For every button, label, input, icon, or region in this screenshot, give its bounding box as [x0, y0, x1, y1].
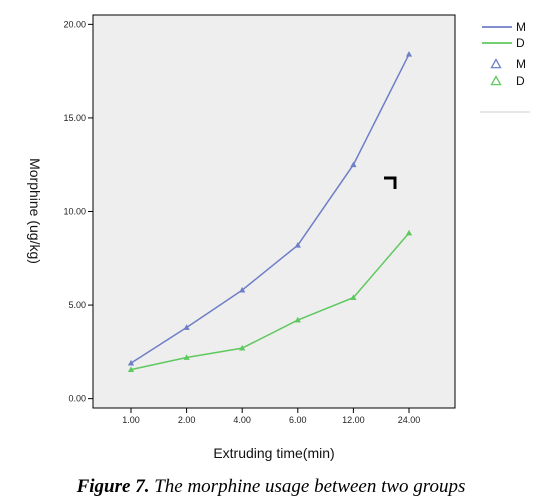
data-point-0-0: [127, 359, 135, 366]
caption-label: Figure 7.: [76, 476, 150, 497]
plot-area: [92, 14, 456, 409]
data-point-0-5: [405, 51, 413, 57]
y-axis: 0.00 5.00 10.00 15.00 20.00: [63, 19, 93, 404]
data-point-1-1: [183, 354, 190, 360]
series-group: [127, 51, 413, 373]
data-point-0-1: [183, 324, 190, 330]
y-tick-label-1: 5.00: [68, 300, 86, 310]
y-tick-label-3: 15.00: [63, 113, 86, 123]
legend-label-line-1: D: [516, 36, 525, 50]
y-axis-title: Morphine (ug/kg): [27, 158, 43, 264]
corner-mark: [384, 176, 397, 189]
x-axis: 1.00 2.00 4.00 6.00 12.00 24.00: [122, 408, 420, 425]
data-point-1-4: [350, 294, 357, 300]
data-point-0-2: [239, 286, 246, 293]
data-point-1-5: [405, 229, 413, 236]
data-point-0-3: [294, 241, 301, 248]
x-tick-label-0: 1.00: [122, 415, 140, 425]
legend-marker-0: [490, 58, 502, 69]
data-point-1-0: [127, 366, 135, 373]
y-tick-label-0: 0.00: [68, 394, 86, 404]
series-line-d-1: [130, 232, 410, 371]
caption-text: The morphine usage between two groups: [154, 476, 466, 497]
x-tick-label-5: 24.00: [398, 415, 421, 425]
y-tick-label-2: 10.00: [63, 207, 86, 217]
figure-caption: Figure 7. The morphine usage between two…: [0, 476, 542, 498]
legend-marker-1: [490, 75, 502, 86]
x-tick-label-4: 12.00: [342, 415, 365, 425]
data-point-1-2: [239, 344, 246, 351]
legend-label-line-0: M: [516, 20, 526, 34]
data-point-1-3: [294, 316, 301, 323]
x-axis-title: Extruding time(min): [213, 445, 334, 461]
x-tick-label-2: 4.00: [233, 415, 251, 425]
x-tick-label-1: 2.00: [178, 415, 196, 425]
data-point-0-4: [350, 161, 357, 168]
line-chart: 0.00 5.00 10.00 15.00 20.00 1.00 2.00 4.00 6.00…: [27, 14, 530, 461]
y-tick-label-4: 20.00: [63, 19, 86, 29]
series-line-m-0: [130, 53, 410, 364]
x-tick-label-3: 6.00: [289, 415, 307, 425]
legend-label-marker-0: M: [516, 57, 526, 71]
legend-label-marker-1: D: [516, 74, 525, 88]
